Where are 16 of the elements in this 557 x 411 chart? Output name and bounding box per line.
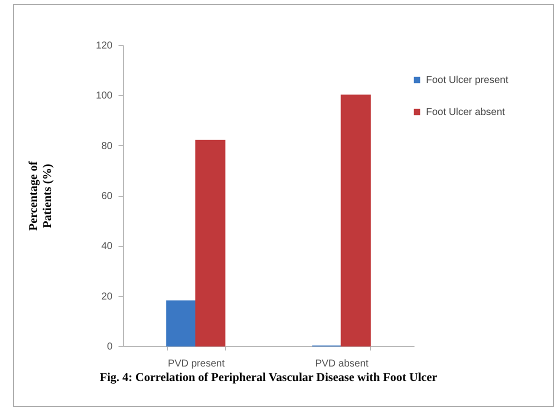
y-tick-label: 80 bbox=[101, 140, 113, 152]
bar bbox=[166, 300, 196, 346]
y-axis-title: Percentage of Patients (%) bbox=[26, 160, 54, 231]
x-tick-label: PVD absent bbox=[315, 358, 369, 370]
y-tick-label: 0 bbox=[106, 342, 113, 352]
bar bbox=[340, 94, 371, 346]
legend-label: Foot Ulcer absent bbox=[426, 107, 506, 118]
y-tick-label: 20 bbox=[101, 291, 113, 302]
y-tick-label: 100 bbox=[96, 90, 113, 102]
y-tick-label: 60 bbox=[101, 191, 113, 202]
x-tick-label: PVD present bbox=[168, 358, 225, 370]
y-tick-label: 120 bbox=[96, 40, 113, 52]
text: Fig. 4: Correlation of Peripheral Vascular Disease with Foot Ulcer bbox=[100, 370, 438, 384]
bar bbox=[195, 140, 226, 346]
legend-label: Foot Ulcer present bbox=[426, 75, 508, 86]
y-tick-label: 40 bbox=[101, 241, 113, 252]
